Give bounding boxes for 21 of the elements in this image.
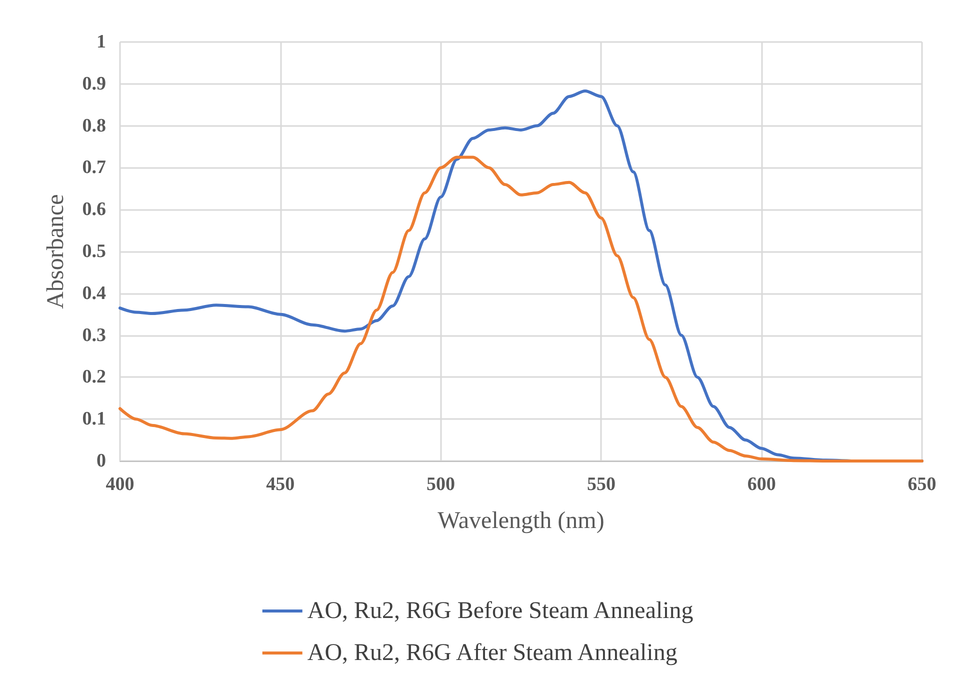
x-axis-title: Wavelength (nm): [438, 508, 604, 534]
y-tick-label: 1: [96, 32, 106, 52]
x-tick-label: 600: [747, 474, 776, 495]
y-tick-label: 0.4: [82, 282, 106, 304]
y-tick-label: 0.2: [82, 366, 106, 388]
y-axis-title: Absorbance: [43, 194, 69, 309]
legend-label: AO, Ru2, R6G After Steam Annealing: [307, 640, 678, 666]
y-tick-label: 0.6: [82, 199, 106, 220]
y-tick-label: 0.5: [82, 241, 106, 262]
y-tick-label: 0.3: [82, 324, 106, 346]
legend-label: AO, Ru2, R6G Before Steam Annealing: [307, 598, 694, 624]
y-tick-label: 0.8: [82, 115, 106, 136]
y-tick-label: 0.7: [82, 157, 106, 178]
y-tick-label: 0.1: [82, 408, 106, 430]
x-tick-label: 550: [586, 474, 616, 495]
x-tick-label: 500: [426, 474, 456, 495]
x-tick-label: 400: [106, 474, 134, 495]
x-tick-label: 450: [266, 474, 295, 495]
y-tick-label: 0: [96, 450, 106, 472]
y-tick-label: 0.9: [82, 73, 106, 94]
x-tick-label: 650: [908, 474, 936, 495]
